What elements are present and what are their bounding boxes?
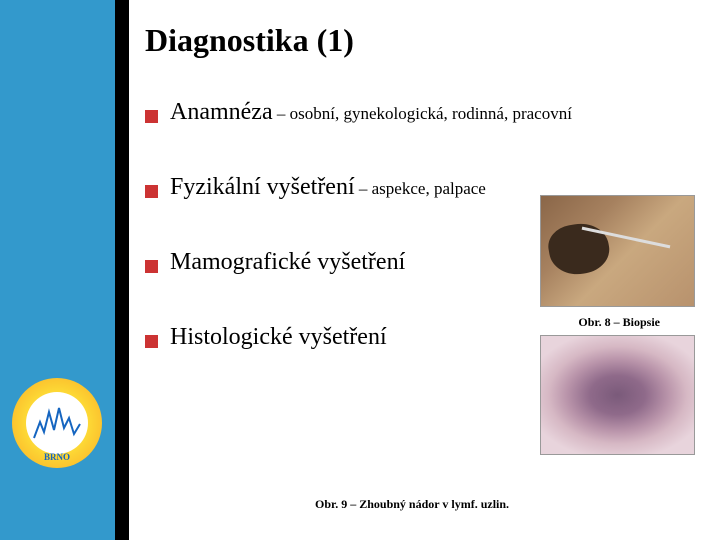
caption-histology: Obr. 9 – Zhoubný nádor v lymf. uzlin. [315,497,509,512]
school-logo: BRNO [12,378,102,468]
bullet-marker-icon [145,185,158,198]
bullet-main-text: Fyzikální vyšetření [170,174,355,200]
bullet-item: Anamnéza – osobní, gynekologická, rodinn… [145,99,720,126]
bullet-main-text: Mamografické vyšetření [170,249,405,275]
bullet-marker-icon [145,110,158,123]
bullet-main-text: Anamnéza [170,99,273,125]
bullet-marker-icon [145,260,158,273]
bullet-main-text: Histologické vyšetření [170,324,387,350]
slide-content: Diagnostika (1) Anamnéza – osobní, gynek… [145,0,720,540]
logo-text-brno: BRNO [44,452,70,462]
image-histology [540,335,695,455]
logo-peaks-icon [32,404,82,442]
sidebar-black-stripe [115,0,129,540]
sidebar: BRNO [0,0,115,540]
slide-title: Diagnostika (1) [145,22,720,59]
bullet-sub-text: – aspekce, palpace [355,179,486,198]
image-biopsy [540,195,695,307]
bullet-sub-text: – osobní, gynekologická, rodinná, pracov… [273,104,572,123]
bullet-marker-icon [145,335,158,348]
caption-biopsy: Obr. 8 – Biopsie [578,315,660,330]
